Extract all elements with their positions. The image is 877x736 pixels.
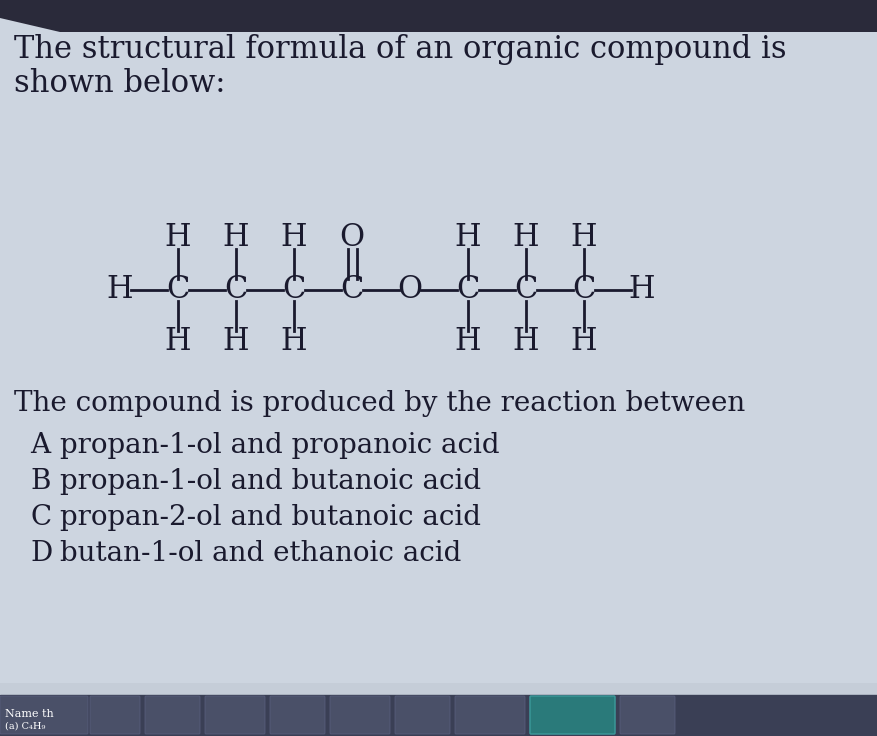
FancyBboxPatch shape <box>530 696 615 734</box>
Text: H: H <box>513 327 539 358</box>
Text: H: H <box>571 327 597 358</box>
Text: H: H <box>455 222 481 253</box>
Text: O: O <box>339 222 365 253</box>
Text: The compound is produced by the reaction between: The compound is produced by the reaction… <box>14 390 745 417</box>
Text: H: H <box>513 222 539 253</box>
Text: C: C <box>225 275 247 305</box>
Text: H: H <box>107 275 133 305</box>
Text: H: H <box>281 327 307 358</box>
FancyBboxPatch shape <box>620 696 675 734</box>
FancyBboxPatch shape <box>530 696 615 734</box>
Text: propan-1-ol and butanoic acid: propan-1-ol and butanoic acid <box>60 468 481 495</box>
FancyBboxPatch shape <box>145 696 200 734</box>
Polygon shape <box>0 0 877 32</box>
Text: C: C <box>340 275 364 305</box>
Bar <box>0 695 877 736</box>
FancyBboxPatch shape <box>205 696 265 734</box>
Text: A: A <box>30 432 50 459</box>
Text: The structural formula of an organic compound is: The structural formula of an organic com… <box>14 34 787 65</box>
Text: B: B <box>30 468 51 495</box>
Text: C: C <box>573 275 595 305</box>
Text: O: O <box>397 275 423 305</box>
Text: H: H <box>455 327 481 358</box>
Text: H: H <box>281 222 307 253</box>
Text: C: C <box>282 275 306 305</box>
Text: C: C <box>167 275 189 305</box>
Text: C: C <box>456 275 480 305</box>
Text: C: C <box>30 504 51 531</box>
Text: H: H <box>165 222 191 253</box>
Text: Name th: Name th <box>5 709 53 719</box>
Text: C: C <box>514 275 538 305</box>
FancyBboxPatch shape <box>395 696 450 734</box>
FancyBboxPatch shape <box>455 696 525 734</box>
Text: propan-1-ol and propanoic acid: propan-1-ol and propanoic acid <box>60 432 500 459</box>
FancyBboxPatch shape <box>0 18 877 683</box>
Text: (a) C₄H₉: (a) C₄H₉ <box>5 721 46 731</box>
Text: D: D <box>30 540 53 567</box>
FancyBboxPatch shape <box>330 696 390 734</box>
Text: propan-2-ol and butanoic acid: propan-2-ol and butanoic acid <box>60 504 481 531</box>
Text: butan-1-ol and ethanoic acid: butan-1-ol and ethanoic acid <box>60 540 461 567</box>
FancyBboxPatch shape <box>90 696 140 734</box>
FancyBboxPatch shape <box>270 696 325 734</box>
Text: H: H <box>629 275 655 305</box>
Text: H: H <box>223 327 249 358</box>
FancyBboxPatch shape <box>0 696 88 734</box>
Text: shown below:: shown below: <box>14 68 225 99</box>
Text: H: H <box>165 327 191 358</box>
Text: H: H <box>571 222 597 253</box>
Text: H: H <box>223 222 249 253</box>
